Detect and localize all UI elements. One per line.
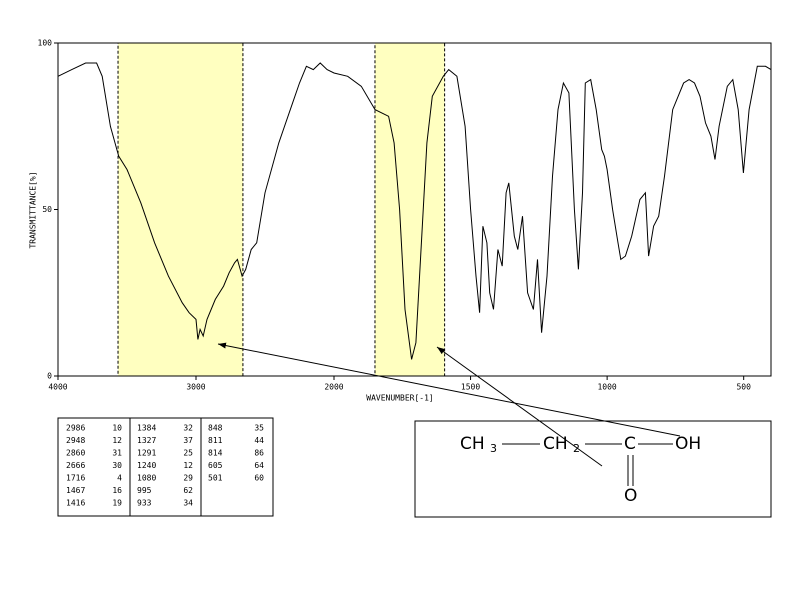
peak-wavenumber: 1467 — [66, 486, 85, 495]
structure-frame — [414, 420, 772, 518]
peak-wavenumber: 1327 — [137, 436, 156, 445]
x-tick-label: 4000 — [48, 383, 67, 392]
peak-wavenumber: 933 — [137, 499, 152, 508]
atom: O — [624, 486, 637, 506]
peak-wavenumber: 1240 — [137, 461, 156, 470]
spectrum-line — [57, 62, 772, 360]
peak-transmittance: 44 — [254, 436, 264, 445]
peak-wavenumber: 2666 — [66, 461, 85, 470]
highlight-region — [374, 42, 446, 377]
peak-wavenumber: 2860 — [66, 449, 85, 458]
peak-wavenumber: 1080 — [137, 474, 156, 483]
peak-table-frame — [57, 417, 274, 517]
peak-transmittance: 30 — [112, 461, 122, 470]
peak-wavenumber: 995 — [137, 486, 152, 495]
peak-transmittance: 35 — [254, 424, 264, 433]
peak-transmittance: 4 — [117, 474, 122, 483]
peak-transmittance: 60 — [254, 474, 264, 483]
peak-wavenumber: 811 — [208, 436, 223, 445]
peak-wavenumber: 1416 — [66, 499, 85, 508]
peak-wavenumber: 2986 — [66, 424, 85, 433]
peak-transmittance: 19 — [112, 499, 122, 508]
peak-wavenumber: 1716 — [66, 474, 85, 483]
atom-subscript: 3 — [490, 442, 497, 455]
peak-transmittance: 12 — [183, 461, 193, 470]
peak-transmittance: 31 — [112, 449, 122, 458]
structure: CH 3 CH 2 C OH O — [460, 434, 701, 506]
x-tick-label: 500 — [736, 383, 751, 392]
plot — [57, 62, 772, 360]
atom: OH — [675, 434, 701, 454]
peak-transmittance: 64 — [254, 461, 264, 470]
peak-transmittance: 10 — [112, 424, 122, 433]
y-tick-label: 50 — [42, 205, 52, 214]
y-axis-label: TRANSMITTANCE[%] — [29, 171, 38, 248]
peak-wavenumber: 1291 — [137, 449, 156, 458]
x-tick-label: 3000 — [186, 383, 205, 392]
x-tick-label: 2000 — [324, 383, 343, 392]
highlight-region — [117, 42, 244, 377]
atom: C — [624, 434, 636, 454]
peak-wavenumber: 2948 — [66, 436, 85, 445]
peak-transmittance: 37 — [183, 436, 193, 445]
peak-wavenumber: 814 — [208, 449, 223, 458]
y-tick-label: 0 — [47, 372, 52, 381]
peak-transmittance: 62 — [183, 486, 193, 495]
x-axis-label: WAVENUMBER[-1] — [366, 394, 433, 403]
peak-transmittance: 29 — [183, 474, 193, 483]
atom: CH — [543, 434, 568, 454]
atom-subscript: 2 — [573, 442, 580, 455]
atom: CH — [460, 434, 485, 454]
highlights — [117, 42, 446, 377]
x-tick-label: 1000 — [597, 383, 616, 392]
peak-transmittance: 32 — [183, 424, 193, 433]
arrow — [436, 346, 603, 467]
peak-transmittance: 12 — [112, 436, 122, 445]
x-tick-label: 1500 — [461, 383, 480, 392]
peak-transmittance: 86 — [254, 449, 264, 458]
y-tick-label: 100 — [38, 39, 53, 48]
peak-transmittance: 34 — [183, 499, 193, 508]
peak-wavenumber: 1384 — [137, 424, 156, 433]
peak-wavenumber: 501 — [208, 474, 223, 483]
peak-transmittance: 16 — [112, 486, 122, 495]
peak-transmittance: 25 — [183, 449, 193, 458]
peak-wavenumber: 605 — [208, 461, 223, 470]
peak-wavenumber: 848 — [208, 424, 223, 433]
arrow — [217, 342, 681, 437]
